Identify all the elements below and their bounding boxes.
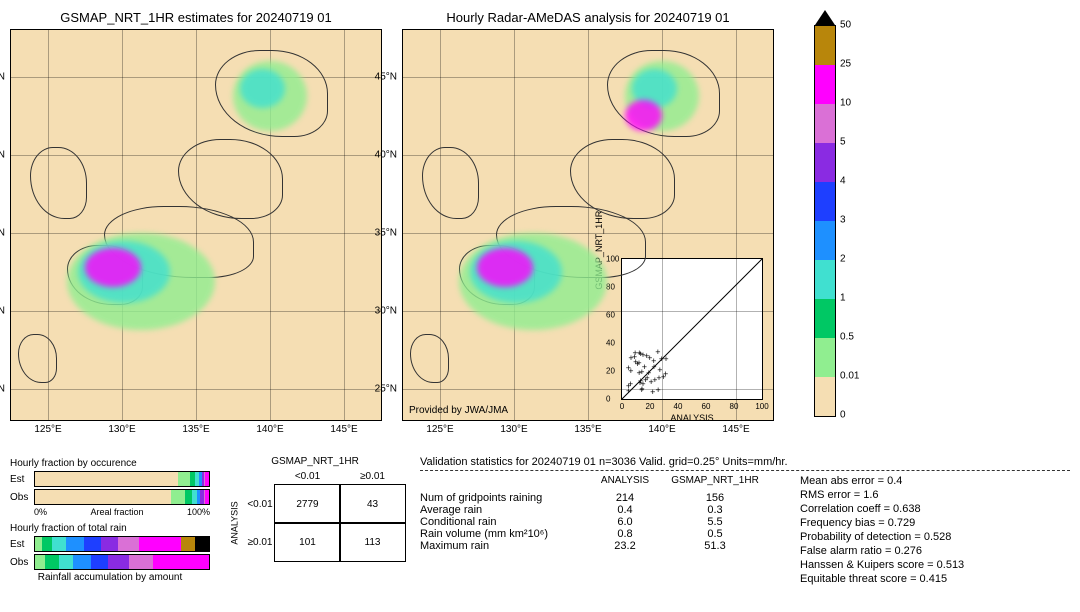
cont-cell-01: 43: [339, 484, 406, 524]
xtick: 125°E: [34, 424, 61, 435]
totalrain-title: Hourly fraction of total rain: [10, 523, 210, 534]
occurrence-title: Hourly fraction by occurence: [10, 458, 210, 469]
metric-line: False alarm ratio = 0.276: [800, 545, 964, 557]
stats-table: ANALYSIS GSMAP_NRT_1HR Num of gridpoints…: [420, 475, 770, 587]
top-row: GSMAP_NRT_1HR estimates for 20240719 01 …: [10, 10, 1070, 421]
ytick: 25°N: [375, 383, 397, 394]
colorbar-label: 3: [840, 215, 846, 226]
cont-ylabel: ANALYSIS: [230, 501, 240, 544]
stats-col-0: ANALYSIS: [590, 475, 660, 486]
attribution-text: Provided by JWA/JMA: [409, 405, 508, 416]
cont-cell-00: 2779: [274, 484, 341, 524]
map-right-panel: Hourly Radar-AMeDAS analysis for 2024071…: [402, 10, 774, 421]
cont-col-0: <0.01: [295, 471, 320, 482]
stats-metrics: Mean abs error = 0.4 RMS error = 1.6 Corre…: [800, 475, 964, 587]
stats-row: Maximum rain23.251.3: [420, 540, 770, 552]
cont-col-1: ≥0.01: [360, 471, 385, 482]
ytick: 45°N: [0, 71, 5, 82]
map-left-title: GSMAP_NRT_1HR estimates for 20240719 01: [10, 10, 382, 25]
stats-row: Conditional rain6.05.5: [420, 516, 770, 528]
bar-label: Est: [10, 539, 34, 550]
metric-line: Hanssen & Kuipers score = 0.513: [800, 559, 964, 571]
metric-line: Frequency bias = 0.729: [800, 517, 964, 529]
cont-cell-10: 101: [274, 522, 341, 562]
stats-col-1: GSMAP_NRT_1HR: [660, 475, 770, 486]
colorbar-label: 2: [840, 254, 846, 265]
cont-row-1: ≥0.01: [248, 537, 273, 548]
xtick: 140°E: [648, 424, 675, 435]
metric-line: RMS error = 1.6: [800, 489, 964, 501]
stats-title: Validation statistics for 20240719 01 n=…: [420, 456, 1070, 471]
xtick: 140°E: [256, 424, 283, 435]
xtick: 125°E: [426, 424, 453, 435]
colorbar: 502510543210.50.010: [814, 10, 834, 421]
ytick: 40°N: [0, 149, 5, 160]
colorbar-label: 25: [840, 59, 851, 70]
ytick: 30°N: [0, 305, 5, 316]
totalrain-caption: Rainfall accumulation by amount: [10, 572, 210, 583]
stats-row: Num of gridpoints raining214156: [420, 492, 770, 504]
xtick: 130°E: [108, 424, 135, 435]
metric-line: Mean abs error = 0.4: [800, 475, 964, 487]
metric-line: Equitable threat score = 0.415: [800, 573, 964, 585]
bottom-row: Hourly fraction by occurence Est Obs 0% A…: [10, 456, 1070, 587]
xtick: 135°E: [182, 424, 209, 435]
map-left-panel: GSMAP_NRT_1HR estimates for 20240719 01 …: [10, 10, 382, 421]
colorbar-label: 10: [840, 98, 851, 109]
xtick: 145°E: [330, 424, 357, 435]
scatter-inset: GSMAP_NRT_1HR ANALYSIS 00202040406060808…: [621, 258, 763, 400]
colorbar-label: 0.01: [840, 371, 859, 382]
map-right: Provided by JWA/JMA GSMAP_NRT_1HR ANALYS…: [402, 29, 774, 421]
inset-xlabel: ANALYSIS: [622, 413, 762, 423]
xtick: 135°E: [574, 424, 601, 435]
fraction-charts: Hourly fraction by occurence Est Obs 0% A…: [10, 456, 210, 587]
ytick: 40°N: [375, 149, 397, 160]
bar-label: Obs: [10, 557, 34, 568]
ytick: 35°N: [0, 227, 5, 238]
colorbar-label: 0: [840, 410, 846, 421]
cont-cell-11: 113: [339, 522, 406, 562]
metric-line: Correlation coeff = 0.638: [800, 503, 964, 515]
stats-row: Average rain0.40.3: [420, 504, 770, 516]
bar-label: Est: [10, 474, 34, 485]
colorbar-label: 50: [840, 20, 851, 31]
colorbar-arrow-icon: [815, 10, 835, 25]
stats-row: Rain volume (mm km²10⁶)0.80.5: [420, 528, 770, 540]
map-left: 125°E130°E135°E140°E145°E25°N30°N35°N40°…: [10, 29, 382, 421]
stats-panel: Validation statistics for 20240719 01 n=…: [420, 456, 1070, 587]
contingency-header: GSMAP_NRT_1HR: [225, 456, 405, 467]
colorbar-label: 1: [840, 293, 846, 304]
metric-line: Probability of detection = 0.528: [800, 531, 964, 543]
map-right-title: Hourly Radar-AMeDAS analysis for 2024071…: [402, 10, 774, 25]
cont-row-0: <0.01: [247, 499, 272, 510]
colorbar-label: 0.5: [840, 332, 854, 343]
bar-label: Obs: [10, 492, 34, 503]
colorbar-label: 4: [840, 176, 846, 187]
ytick: 45°N: [375, 71, 397, 82]
occ-axis-0: 0%: [34, 507, 47, 517]
occ-axis-1: Areal fraction: [90, 507, 143, 517]
xtick: 130°E: [500, 424, 527, 435]
occ-axis-2: 100%: [187, 507, 210, 517]
ytick: 35°N: [375, 227, 397, 238]
contingency-table: GSMAP_NRT_1HR <0.01 ≥0.01 ANALYSIS <0.01…: [225, 456, 405, 587]
ytick: 25°N: [0, 383, 5, 394]
ytick: 30°N: [375, 305, 397, 316]
colorbar-label: 5: [840, 137, 846, 148]
xtick: 145°E: [722, 424, 749, 435]
